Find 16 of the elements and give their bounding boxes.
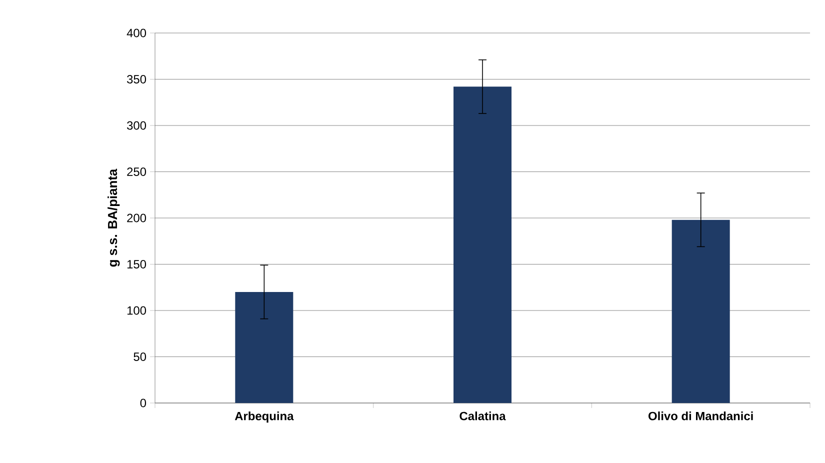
y-tick-label: 100 <box>127 306 146 315</box>
bar <box>454 86 512 403</box>
x-tick-label: Arbequina <box>234 412 294 423</box>
bar <box>235 292 294 403</box>
y-tick-label: 400 <box>126 28 146 38</box>
x-tick-label: Olivo di Mandanici <box>648 412 753 420</box>
y-tick-label: 350 <box>127 75 146 84</box>
y-tick-label: 200 <box>127 214 146 222</box>
y-tick-label: 300 <box>127 121 146 130</box>
y-tick-label: 50 <box>134 352 146 361</box>
bar <box>672 220 730 403</box>
y-axis-title: g s.s. BA/pianta <box>108 168 120 267</box>
y-tick-label: 0 <box>140 398 146 408</box>
x-tick-label: Calatina <box>460 412 506 420</box>
y-tick-label: 250 <box>127 168 146 176</box>
y-tick-label: 150 <box>127 260 146 268</box>
